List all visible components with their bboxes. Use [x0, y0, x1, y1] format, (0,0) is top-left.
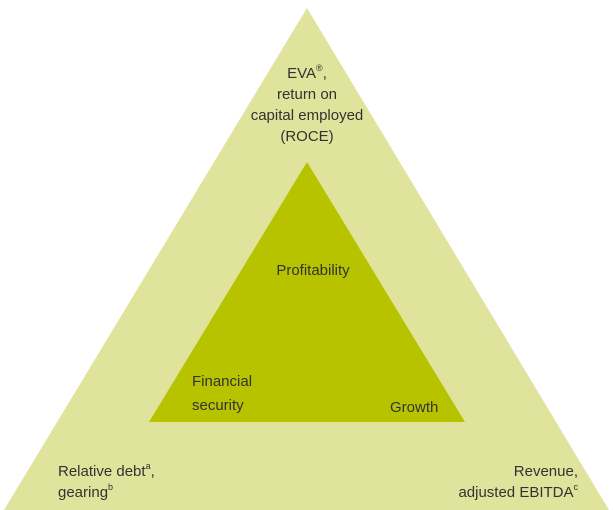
outer-top-line: EVA®,	[287, 63, 327, 82]
label-text: adjusted EBITDA	[458, 484, 573, 501]
inner-right-label: Growth	[390, 399, 438, 416]
outer-top-line: (ROCE)	[280, 128, 333, 145]
superscript: a	[146, 461, 151, 471]
outer-top-line: capital employed	[251, 107, 364, 124]
outer-top-line: return on	[277, 86, 337, 103]
label-text: ,	[151, 463, 155, 480]
inner-triangle	[149, 162, 465, 422]
outer-right-line: adjusted EBITDAc	[458, 482, 578, 501]
label-text: Relative debt	[58, 463, 146, 480]
superscript: ®	[316, 63, 323, 73]
superscript: c	[574, 482, 579, 492]
inner-top-label: Profitability	[276, 262, 350, 279]
outer-left-line: Relative debta,	[58, 461, 155, 480]
label-text: EVA	[287, 65, 316, 82]
inner-left-line: security	[192, 397, 244, 414]
outer-left-line: gearingb	[58, 482, 113, 501]
outer-right-line: Revenue,	[514, 463, 578, 480]
label-text: ,	[323, 65, 327, 82]
superscript: b	[108, 482, 113, 492]
label-text: gearing	[58, 484, 108, 501]
inner-left-line: Financial	[192, 373, 252, 390]
